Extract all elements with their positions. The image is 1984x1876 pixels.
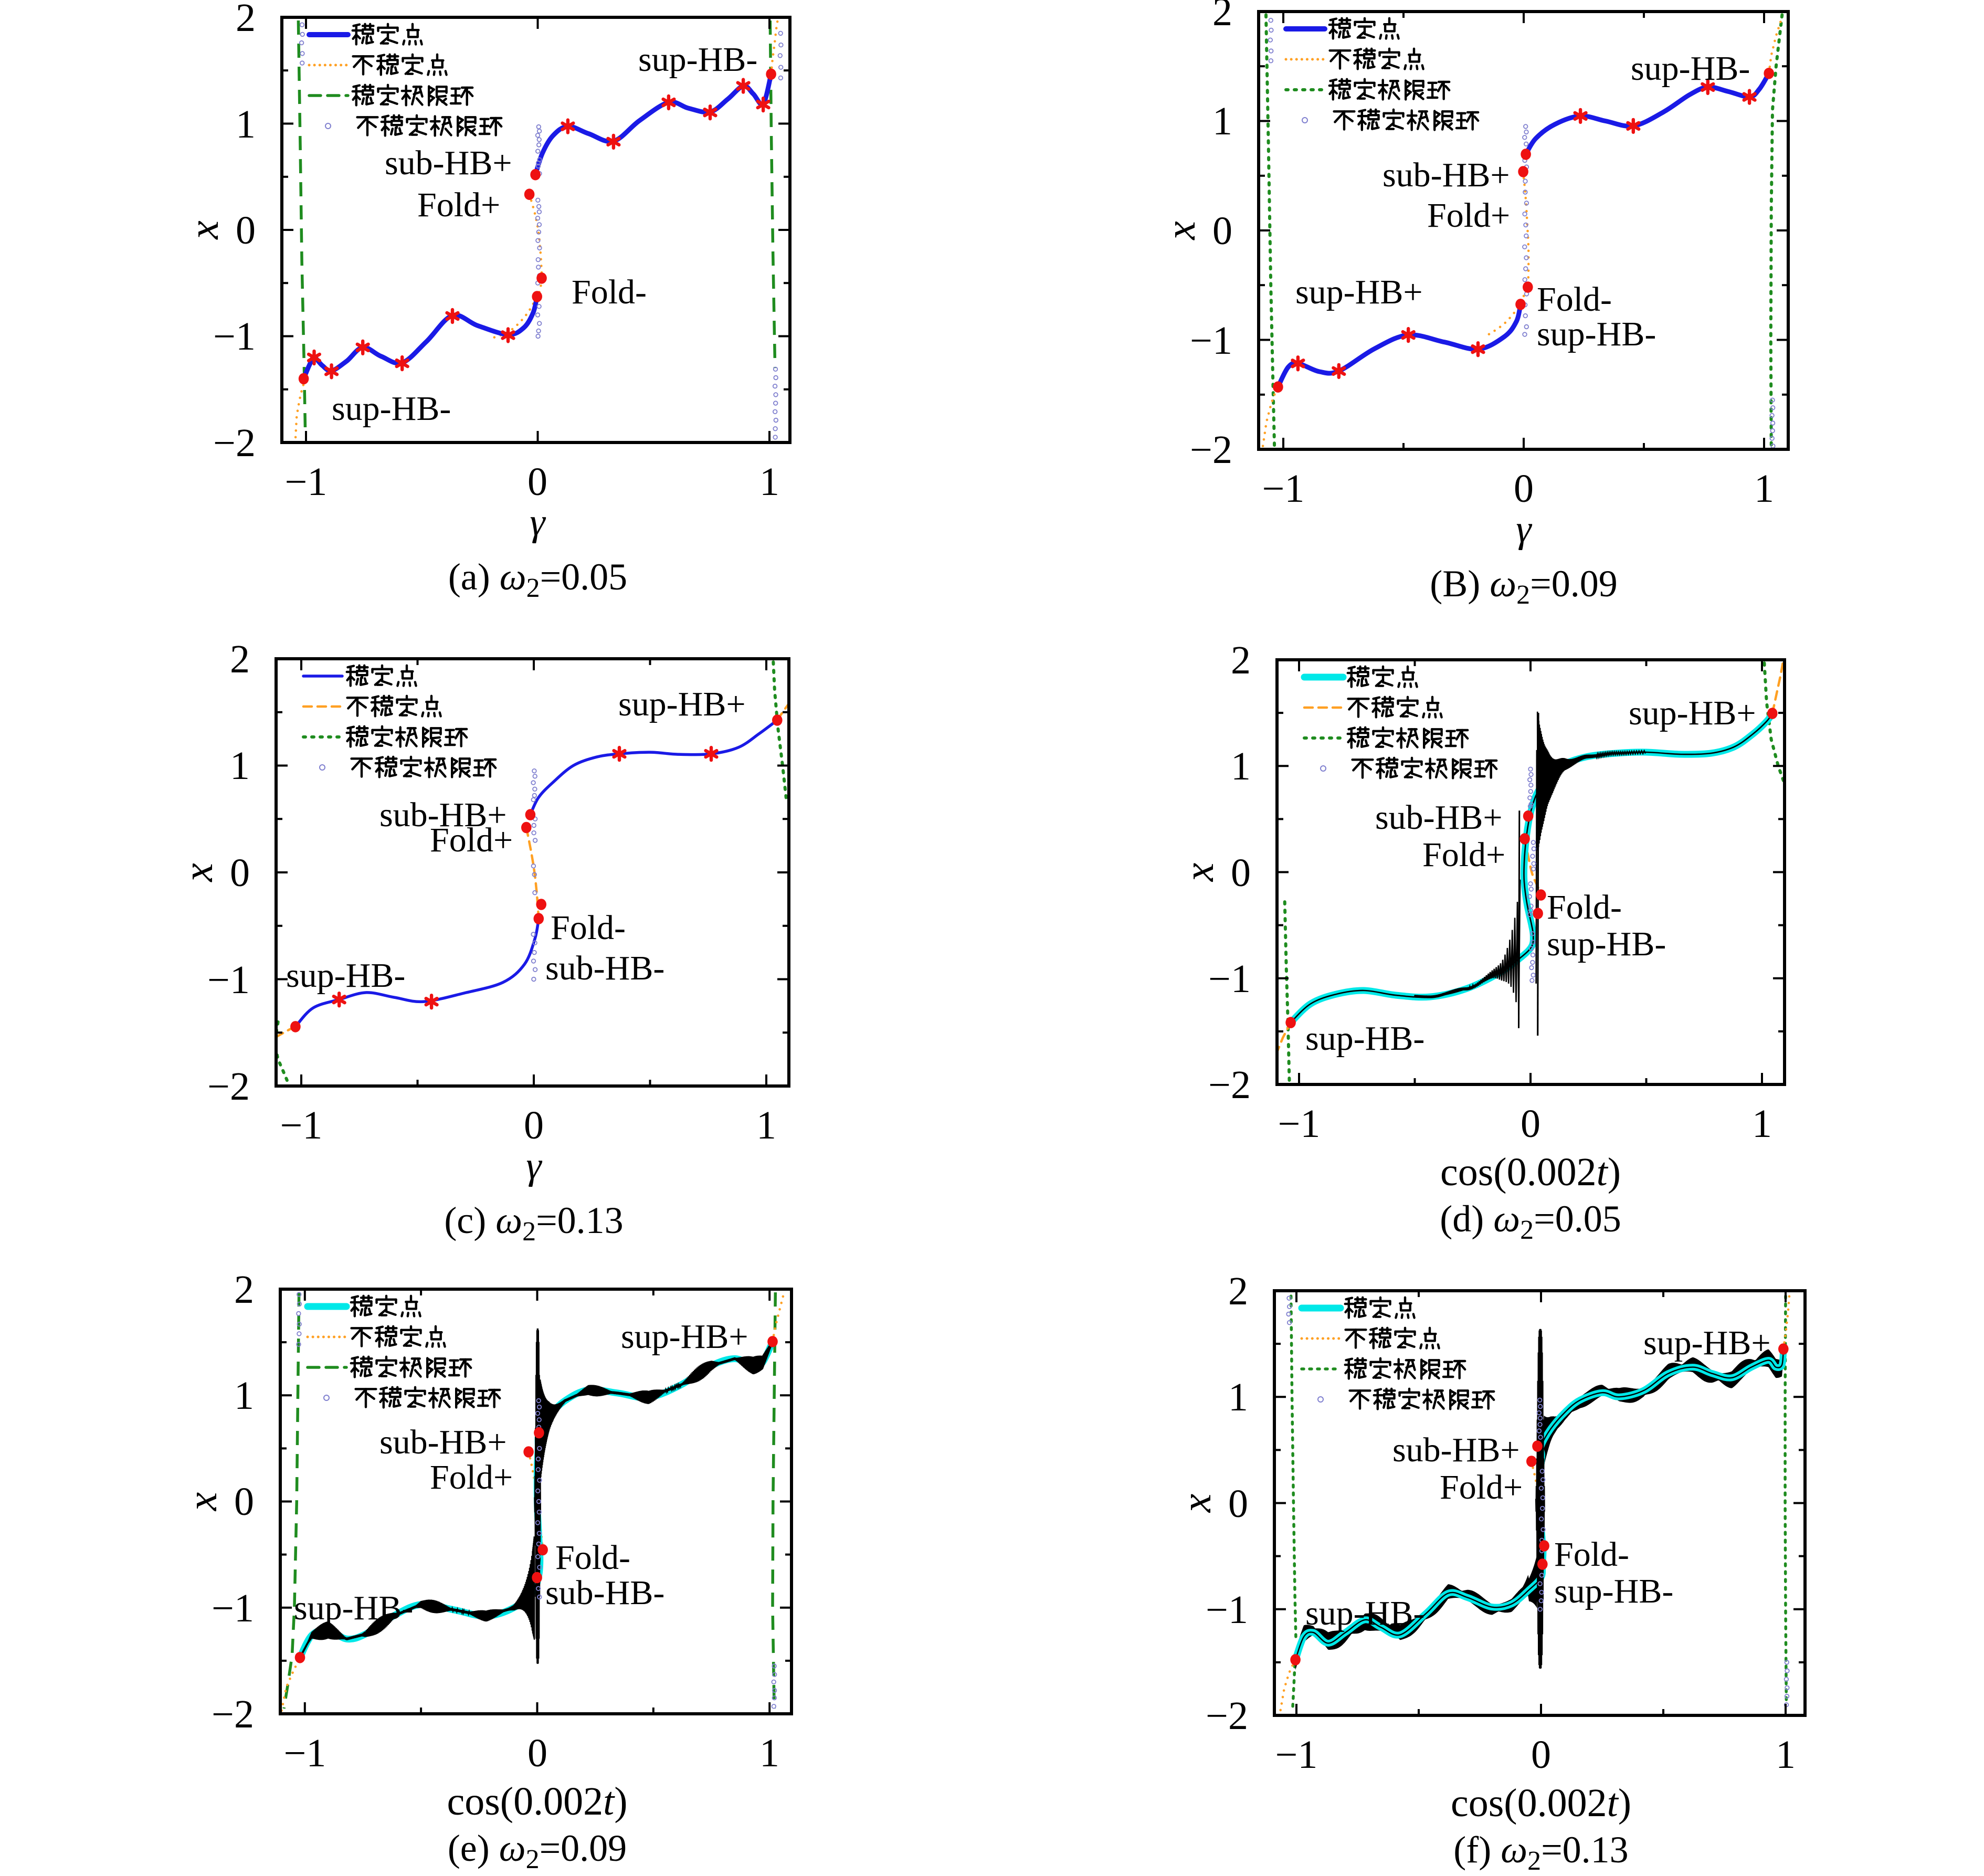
svg-text:Fold-: Fold- <box>555 1538 630 1577</box>
svg-text:1: 1 <box>759 1731 779 1775</box>
svg-text:γ: γ <box>1516 508 1532 551</box>
svg-text:sup-HB+: sup-HB+ <box>1643 1324 1771 1362</box>
svg-text:Fold-: Fold- <box>1547 888 1622 926</box>
svg-text:0: 0 <box>234 1480 254 1524</box>
svg-text:sup-HB-: sup-HB- <box>1631 49 1750 88</box>
svg-text:sub-HB+: sub-HB+ <box>1383 156 1510 194</box>
svg-text:0: 0 <box>236 208 256 252</box>
svg-text:sup-HB-: sup-HB- <box>1305 1019 1424 1058</box>
svg-text:1: 1 <box>1754 467 1774 511</box>
svg-text:−1: −1 <box>213 314 256 359</box>
svg-text:(a) ω2=0.05: (a) ω2=0.05 <box>448 556 627 603</box>
svg-text:−1: −1 <box>1278 1102 1321 1146</box>
svg-text:1: 1 <box>234 1374 254 1418</box>
svg-text:γ: γ <box>526 1144 542 1187</box>
svg-text:2: 2 <box>1228 1269 1248 1313</box>
svg-text:sup-HB-: sup-HB- <box>1537 315 1656 353</box>
svg-text:0: 0 <box>1514 467 1534 511</box>
svg-text:Fold+: Fold+ <box>1440 1468 1523 1506</box>
svg-text:sup-HB-: sup-HB- <box>286 956 405 995</box>
svg-text:0: 0 <box>527 460 547 504</box>
svg-text:(B) ω2=0.09: (B) ω2=0.09 <box>1430 563 1617 610</box>
svg-text:sup-HB+: sup-HB+ <box>621 1318 748 1356</box>
svg-text:1: 1 <box>759 460 779 504</box>
svg-text:−2: −2 <box>213 421 256 465</box>
svg-text:sub-HB+: sub-HB+ <box>379 796 507 834</box>
svg-text:x: x <box>1174 1494 1220 1513</box>
svg-text:sup-HB-: sup-HB- <box>1305 1594 1424 1632</box>
svg-text:x: x <box>175 863 221 882</box>
svg-text:x: x <box>180 1492 226 1512</box>
svg-text:1: 1 <box>756 1103 776 1147</box>
svg-text:−1: −1 <box>280 1103 323 1147</box>
svg-text:−2: −2 <box>207 1065 250 1109</box>
svg-text:Fold+: Fold+ <box>417 186 500 224</box>
svg-text:1: 1 <box>236 102 256 146</box>
svg-text:γ: γ <box>530 501 546 544</box>
svg-text:2: 2 <box>236 0 256 40</box>
svg-text:sup-HB-: sup-HB- <box>638 40 757 79</box>
svg-text:−2: −2 <box>1206 1694 1248 1738</box>
svg-text:cos(0.002t): cos(0.002t) <box>1440 1150 1621 1194</box>
svg-text:x: x <box>1158 221 1204 240</box>
svg-text:sup-HB-: sup-HB- <box>1547 925 1666 963</box>
svg-text:1: 1 <box>1776 1733 1796 1777</box>
svg-text:0: 0 <box>230 851 250 895</box>
svg-text:Fold-: Fold- <box>572 273 647 311</box>
svg-text:1: 1 <box>230 744 250 788</box>
svg-text:2: 2 <box>1212 0 1232 34</box>
svg-text:0: 0 <box>524 1103 544 1147</box>
svg-text:1: 1 <box>1212 99 1232 143</box>
svg-text:sup-HB+: sup-HB+ <box>618 685 746 723</box>
svg-text:0: 0 <box>1228 1482 1248 1526</box>
svg-text:−1: −1 <box>284 1731 326 1775</box>
svg-text:−1: −1 <box>285 460 328 504</box>
svg-text:0: 0 <box>1212 209 1232 253</box>
svg-text:Fold+: Fold+ <box>430 1458 513 1496</box>
svg-text:−1: −1 <box>1262 467 1305 511</box>
svg-text:sub-HB+: sub-HB+ <box>385 144 512 182</box>
svg-text:(f) ω2=0.13: (f) ω2=0.13 <box>1453 1829 1628 1876</box>
svg-text:(e) ω2=0.09: (e) ω2=0.09 <box>448 1827 627 1874</box>
svg-text:Fold-: Fold- <box>1537 280 1612 319</box>
svg-text:sup-HB-: sup-HB- <box>294 1589 413 1627</box>
svg-text:sup-HB+: sup-HB+ <box>1295 273 1423 311</box>
svg-text:−2: −2 <box>1190 428 1232 472</box>
svg-text:Fold-: Fold- <box>1554 1535 1629 1574</box>
svg-text:sub-HB+: sub-HB+ <box>379 1423 507 1461</box>
svg-text:0: 0 <box>1231 851 1251 895</box>
svg-text:2: 2 <box>230 637 250 681</box>
svg-text:1: 1 <box>1228 1375 1248 1419</box>
svg-text:−1: −1 <box>1190 319 1232 363</box>
svg-text:−1: −1 <box>207 958 250 1002</box>
svg-text:0: 0 <box>1531 1733 1551 1777</box>
svg-text:sub-HB+: sub-HB+ <box>1375 798 1503 837</box>
svg-text:−1: −1 <box>1208 957 1251 1001</box>
svg-text:0: 0 <box>527 1731 547 1775</box>
svg-text:sub-HB+: sub-HB+ <box>1392 1431 1520 1469</box>
svg-text:−2: −2 <box>1208 1063 1251 1107</box>
svg-text:2: 2 <box>234 1268 254 1312</box>
svg-text:2: 2 <box>1231 638 1251 682</box>
svg-text:x: x <box>181 220 227 240</box>
svg-text:0: 0 <box>1521 1102 1540 1146</box>
svg-text:sup-HB-: sup-HB- <box>332 389 451 428</box>
svg-text:−1: −1 <box>1275 1733 1318 1777</box>
svg-text:Fold+: Fold+ <box>430 821 513 859</box>
svg-text:−2: −2 <box>212 1692 254 1736</box>
svg-text:Fold-: Fold- <box>551 909 626 947</box>
svg-text:−1: −1 <box>212 1586 254 1630</box>
svg-text:−1: −1 <box>1206 1588 1248 1632</box>
svg-text:sub-HB-: sub-HB- <box>545 1574 664 1612</box>
svg-text:cos(0.002t): cos(0.002t) <box>1451 1781 1631 1825</box>
svg-text:sup-HB+: sup-HB+ <box>1629 694 1756 732</box>
svg-text:1: 1 <box>1752 1102 1772 1146</box>
svg-text:Fold+: Fold+ <box>1427 196 1510 235</box>
svg-text:sub-HB-: sub-HB- <box>545 949 664 987</box>
svg-text:cos(0.002t): cos(0.002t) <box>447 1779 627 1824</box>
svg-text:Fold+: Fold+ <box>1422 836 1505 874</box>
svg-text:sup-HB-: sup-HB- <box>1554 1572 1673 1610</box>
svg-text:1: 1 <box>1231 744 1251 788</box>
svg-text:x: x <box>1176 863 1222 882</box>
